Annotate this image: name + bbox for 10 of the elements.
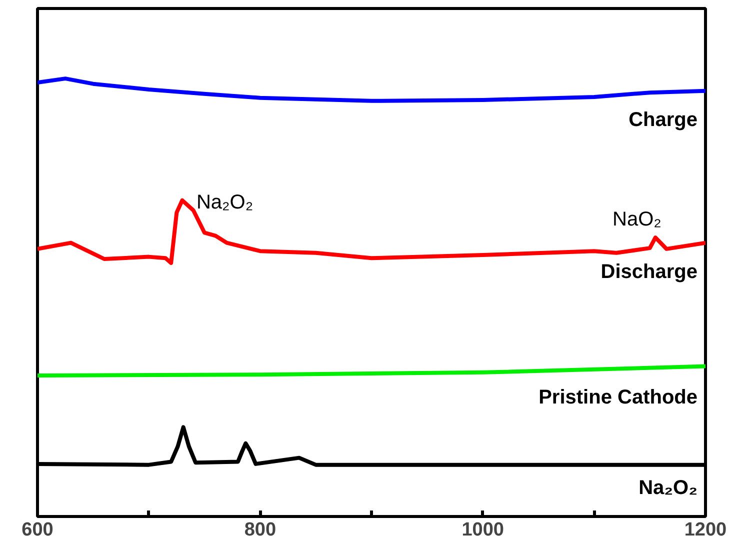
- annotation: NaO₂: [612, 208, 662, 231]
- annotation: Na₂O₂: [196, 191, 254, 214]
- series-label: Pristine Cathode: [538, 386, 698, 409]
- x-tick-label: 800: [244, 520, 276, 540]
- series-label: Na₂O₂: [638, 476, 698, 499]
- series-label: Discharge: [600, 260, 698, 283]
- x-tick-label: 1000: [462, 520, 504, 540]
- x-tick-label: 600: [22, 520, 54, 540]
- series-label: Charge: [628, 108, 698, 131]
- x-tick-label: 1200: [684, 520, 727, 540]
